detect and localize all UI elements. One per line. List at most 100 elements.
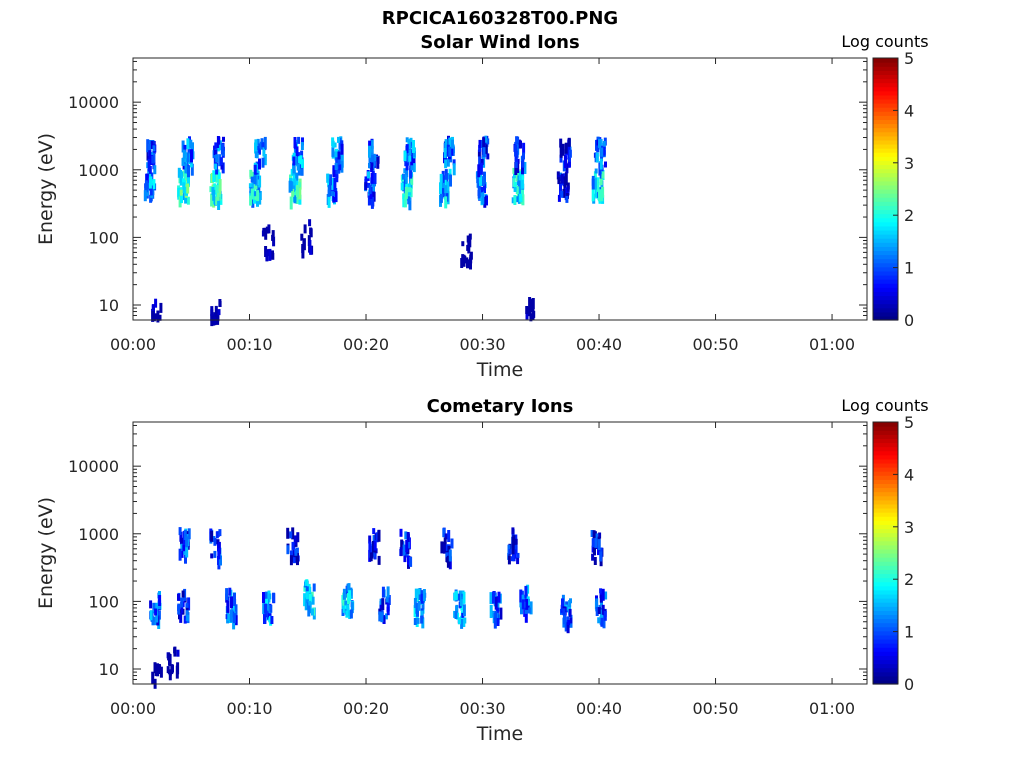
heatmap-cell <box>180 540 184 551</box>
heatmap-cell <box>486 153 490 160</box>
heatmap-cell <box>218 140 222 151</box>
colorbar-segment <box>873 430 898 435</box>
heatmap-cell <box>403 168 407 174</box>
heatmap-cell <box>271 234 275 241</box>
heatmap-cell <box>326 173 330 179</box>
colorbar-segment <box>873 172 898 178</box>
heatmap-cell <box>263 612 266 624</box>
heatmap-cell <box>448 556 452 570</box>
heatmap-cell <box>413 618 417 625</box>
heatmap-cell <box>527 607 531 614</box>
heatmap-cell <box>187 165 190 178</box>
colorbar-segment <box>873 197 898 202</box>
heatmap-cell <box>214 142 218 149</box>
x-tick-label: 00:00 <box>110 699 156 718</box>
heatmap-cell <box>442 541 446 554</box>
colorbar-segment <box>873 467 898 472</box>
heatmap-cell <box>349 609 353 619</box>
heatmap-cell <box>409 556 413 567</box>
heatmap-cell <box>181 157 185 166</box>
heatmap-cell <box>513 544 517 550</box>
heatmap-cell <box>457 593 461 601</box>
heatmap-cell <box>185 603 189 609</box>
heatmap-cell <box>440 541 444 554</box>
colorbar-segment <box>873 426 898 431</box>
heatmap-cell <box>332 195 336 203</box>
heatmap-cell <box>373 551 377 560</box>
heatmap-cell <box>159 302 163 313</box>
heatmap-cell <box>253 191 257 197</box>
heatmap-cell <box>478 156 482 170</box>
colorbar-segment <box>873 471 898 476</box>
heatmap-cell <box>443 179 447 189</box>
heatmap-cell <box>477 164 481 178</box>
heatmap-cell <box>264 231 268 240</box>
colorbar-segment <box>873 160 898 166</box>
heatmap-cell <box>181 590 185 598</box>
heatmap-cell <box>290 550 293 557</box>
heatmap-cell <box>186 152 190 163</box>
heatmap-cell <box>521 594 525 602</box>
heatmap-cell <box>225 588 229 601</box>
heatmap-cell <box>591 553 595 561</box>
heatmap-cell <box>230 596 233 609</box>
heatmap-cell <box>597 546 600 556</box>
heatmap-cell <box>597 539 601 551</box>
heatmap-cell <box>385 596 389 603</box>
heatmap-cell <box>152 304 155 316</box>
heatmap-cell <box>180 537 183 544</box>
heatmap-cell <box>171 664 174 673</box>
heatmap-cell <box>520 604 523 615</box>
panel-title: Solar Wind Ions <box>420 32 579 53</box>
y-tick-label: 10 <box>99 660 119 679</box>
heatmap-cell <box>289 196 293 210</box>
colorbar-segment <box>873 434 898 439</box>
heatmap-cell <box>386 586 390 598</box>
heatmap-cell <box>334 162 338 170</box>
colorbar-segment <box>873 610 898 615</box>
heatmap-cell <box>386 606 390 612</box>
colorbar-segment <box>873 622 898 628</box>
heatmap-cell <box>154 666 158 677</box>
colorbar-frame <box>872 421 899 685</box>
heatmap-cell <box>405 162 409 171</box>
colorbar-segment <box>873 516 898 521</box>
colorbar-segment <box>873 262 898 268</box>
heatmap-cell <box>511 197 515 204</box>
colorbar-segment <box>873 103 898 108</box>
heatmap-cell <box>444 185 448 194</box>
heatmap-cell <box>339 153 343 159</box>
heatmap-cell <box>370 196 374 209</box>
heatmap-cell <box>567 620 571 625</box>
heatmap-cell <box>298 182 301 188</box>
heatmap-cell <box>293 137 297 148</box>
cometary-panel: Cometary Ions 00:00 00:10 00:20 00:30 00:40 0… <box>35 396 929 745</box>
colorbar-segment <box>873 630 898 636</box>
heatmap-cell <box>445 189 449 202</box>
heatmap-cell <box>590 530 594 537</box>
colorbar-segment <box>873 246 898 251</box>
heatmap-cell <box>560 190 564 198</box>
heatmap-cell <box>405 144 409 154</box>
colorbar-segment <box>873 659 898 665</box>
heatmap-cell <box>295 146 299 157</box>
colorbar-segment <box>873 258 898 264</box>
colorbar-segment <box>873 446 898 452</box>
heatmap-cell <box>484 135 488 143</box>
heatmap-cell <box>254 139 258 152</box>
heatmap-cell <box>148 176 152 189</box>
colorbar-segment <box>873 74 898 80</box>
heatmap-cell <box>601 171 605 179</box>
heatmap-cell <box>494 610 498 624</box>
colorbar-segment <box>873 225 898 231</box>
heatmap-cell <box>496 618 500 626</box>
heatmap-cell <box>337 151 341 160</box>
heatmap-cell <box>340 143 344 155</box>
heatmap-cell <box>305 586 309 592</box>
y-tick-label: 1000 <box>78 161 119 180</box>
heatmap-cell <box>516 136 520 143</box>
heatmap-cell <box>514 538 518 545</box>
heatmap-cell <box>291 527 295 540</box>
colorbar-segment <box>873 438 898 444</box>
heatmap-cell <box>373 154 377 162</box>
